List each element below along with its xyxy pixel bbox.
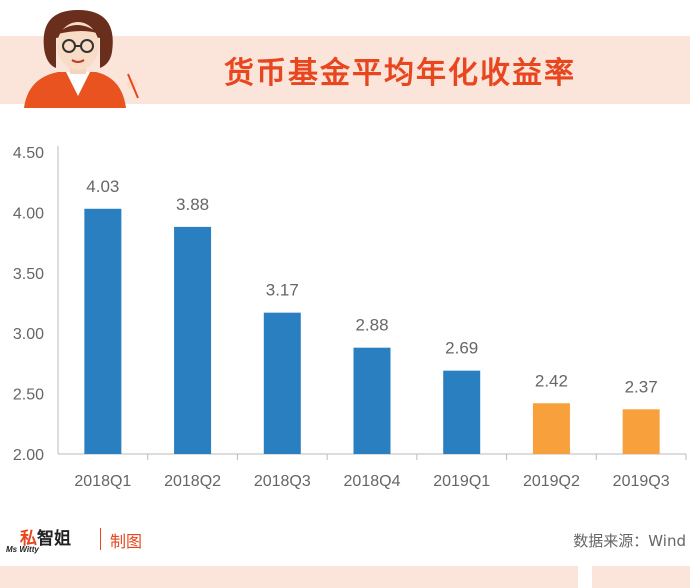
y-tick-label: 2.50 bbox=[13, 387, 44, 404]
bar-2018Q2 bbox=[174, 226, 212, 454]
page-title: 货币基金平均年化收益率 bbox=[224, 56, 576, 91]
data-source: 数据来源：Wind bbox=[573, 532, 686, 550]
bar-chart: 2.00 2.50 3.00 3.50 4.00 4.50 4.03 2018Q1 3.88 20… bbox=[13, 145, 687, 490]
data-label: 4.03 bbox=[86, 177, 119, 196]
y-tick-label: 4.00 bbox=[13, 205, 44, 222]
bar-2019Q3 bbox=[622, 409, 660, 454]
bottom-notch bbox=[578, 566, 592, 588]
data-label: 2.88 bbox=[355, 316, 388, 335]
data-label: 2.42 bbox=[535, 371, 568, 390]
x-tick-label: 2018Q4 bbox=[344, 473, 401, 490]
x-tick-label: 2019Q2 bbox=[523, 473, 580, 490]
bar-2018Q4 bbox=[353, 347, 391, 454]
y-tick-label: 4.50 bbox=[13, 145, 44, 162]
footer-divider bbox=[100, 528, 101, 550]
logo-text-b: 智姐 bbox=[37, 529, 71, 549]
data-label: 2.37 bbox=[625, 377, 658, 396]
x-tick-label: 2019Q3 bbox=[613, 473, 670, 490]
data-label: 2.69 bbox=[445, 339, 478, 358]
x-tick-label: 2018Q2 bbox=[164, 473, 221, 490]
bar-2018Q1 bbox=[84, 208, 122, 454]
data-label: 3.88 bbox=[176, 195, 209, 214]
mascot-illustration bbox=[24, 10, 139, 108]
logo-text-a: 私 bbox=[20, 529, 37, 549]
bar-2019Q1 bbox=[443, 370, 481, 454]
x-tick-label: 2019Q1 bbox=[433, 473, 490, 490]
x-tick-label: 2018Q3 bbox=[254, 473, 311, 490]
data-label: 3.17 bbox=[266, 281, 299, 300]
made-by-label: 制图 bbox=[110, 532, 143, 551]
logo-subtitle: Ms Witty bbox=[6, 545, 39, 554]
y-tick-label: 2.00 bbox=[13, 447, 44, 464]
footer bbox=[0, 516, 690, 566]
bar-2018Q3 bbox=[263, 312, 301, 454]
brand-logo: 私智姐 bbox=[20, 524, 71, 549]
x-tick-label: 2018Q1 bbox=[74, 473, 131, 490]
top-strip bbox=[0, 0, 690, 36]
bottom-strip bbox=[0, 566, 690, 588]
y-tick-label: 3.50 bbox=[13, 266, 44, 283]
bar-2019Q2 bbox=[532, 403, 570, 454]
y-tick-label: 3.00 bbox=[13, 326, 44, 343]
